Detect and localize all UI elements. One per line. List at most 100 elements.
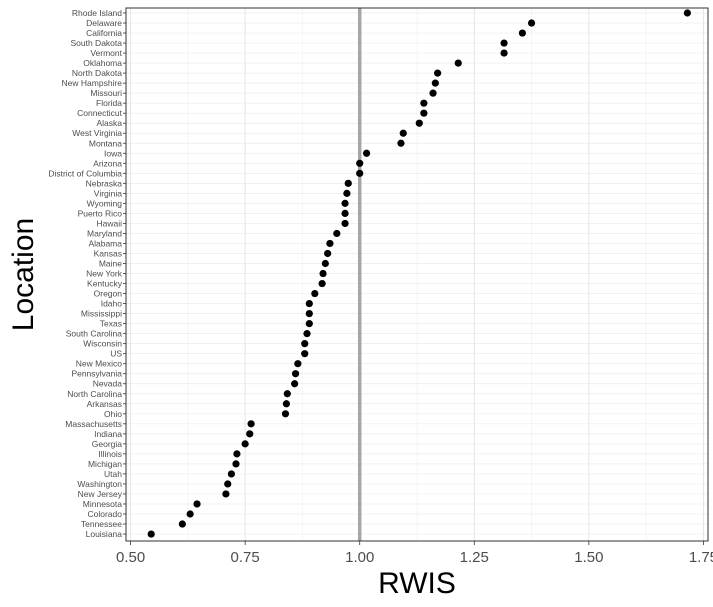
data-point [318, 279, 326, 288]
data-point [324, 249, 332, 258]
x-tick-label: 1.00 [345, 549, 374, 566]
data-point [305, 299, 313, 308]
y-tick-label: Missouri [90, 88, 122, 98]
data-point [341, 209, 349, 217]
data-point [431, 79, 439, 87]
y-tick-label: Louisiana [86, 529, 123, 539]
y-tick-label: Arizona [93, 158, 122, 168]
y-tick-label: Maryland [87, 228, 122, 238]
y-tick-label: North Dakota [72, 68, 122, 78]
x-tick-label: 1.25 [460, 549, 489, 566]
major-gridlines [126, 8, 708, 541]
y-tick-label: Oklahoma [83, 58, 122, 68]
y-tick-label: Kentucky [87, 279, 123, 289]
data-point [283, 390, 291, 398]
data-point [303, 330, 311, 338]
data-point [193, 500, 201, 508]
data-point [282, 400, 290, 408]
data-point [246, 430, 254, 438]
y-tick-label: Idaho [101, 299, 123, 309]
data-point [241, 440, 249, 448]
y-tick-label: Ohio [104, 409, 122, 419]
x-tick-label: 1.75 [689, 549, 713, 566]
data-point [333, 229, 341, 238]
y-tick-label: District of Columbia [48, 168, 122, 178]
data-point [247, 420, 255, 428]
y-tick-label: Florida [96, 98, 122, 108]
y-axis-title: Location [7, 218, 40, 331]
y-tick-label: Michigan [88, 459, 122, 469]
y-tick-label: Montana [89, 138, 122, 148]
data-point [399, 129, 407, 137]
y-tick-label: Colorado [88, 509, 123, 519]
y-tick-label: US [110, 349, 122, 359]
data-point [500, 49, 508, 57]
data-point [311, 289, 319, 298]
y-tick-label: Wyoming [87, 198, 123, 208]
y-tick-label: Oregon [94, 289, 123, 299]
data-point [420, 109, 428, 117]
data-point [397, 139, 405, 147]
x-tick-label: 0.75 [231, 549, 260, 566]
y-tick-label: Illinois [98, 449, 122, 459]
y-tick-label: Wisconsin [83, 339, 122, 349]
data-point [341, 199, 349, 207]
y-tick-label: Texas [100, 319, 122, 329]
data-point [341, 219, 349, 228]
data-points [147, 9, 691, 538]
data-point [294, 360, 302, 368]
y-tick-label: Utah [104, 469, 122, 479]
y-tick-label: Washington [77, 479, 122, 489]
minor-gridlines [187, 8, 647, 541]
data-point [356, 159, 364, 167]
data-point [301, 340, 309, 348]
y-tick-label: Iowa [104, 148, 122, 158]
y-tick-label: Indiana [94, 429, 122, 439]
data-point [527, 19, 536, 27]
y-tick-label: North Carolina [67, 389, 122, 399]
data-point [178, 520, 186, 528]
data-point [227, 470, 236, 478]
x-axis-title: RWIS [378, 567, 456, 600]
data-point [305, 320, 313, 328]
panel-border [125, 7, 709, 542]
y-tick-label: Alaska [96, 118, 122, 128]
y-tick-label: Kansas [94, 248, 122, 258]
y-tick-label: Minnesota [83, 499, 122, 509]
data-point [305, 310, 313, 318]
data-point [500, 39, 508, 47]
data-point [301, 350, 309, 358]
y-tick-label: Hawaii [96, 218, 122, 228]
y-tick-label: New Hampshire [62, 78, 123, 88]
data-point [415, 119, 423, 127]
y-tick-label: Rhode Island [72, 8, 122, 18]
y-tick-label: South Dakota [70, 38, 122, 48]
y-tick-label: New Mexico [76, 359, 123, 369]
y-tick-label: New Jersey [78, 489, 123, 499]
data-point [683, 9, 691, 17]
data-point [343, 189, 351, 197]
data-point [147, 530, 155, 538]
y-tick-label: Vermont [90, 48, 122, 58]
data-point [344, 179, 352, 187]
data-point [429, 89, 437, 97]
data-point [291, 380, 299, 388]
y-tick-label: West Virginia [72, 128, 122, 138]
data-point [224, 480, 232, 488]
data-point [362, 149, 371, 157]
data-point [291, 370, 300, 378]
data-point [454, 59, 462, 67]
x-tick-label: 0.50 [116, 549, 145, 566]
x-axis: 0.50 0.75 1.00 1.25 1.50 1.75 [116, 541, 713, 566]
data-point [233, 450, 241, 458]
y-tick-label: California [86, 28, 122, 38]
y-tick-label: Puerto Rico [78, 208, 123, 218]
y-tick-label: Pennsylvania [71, 369, 122, 379]
data-point [232, 460, 240, 468]
data-point [518, 29, 527, 37]
data-point [321, 259, 329, 268]
y-tick-label: New York [86, 269, 123, 279]
y-tick-label: Arkansas [87, 399, 122, 409]
